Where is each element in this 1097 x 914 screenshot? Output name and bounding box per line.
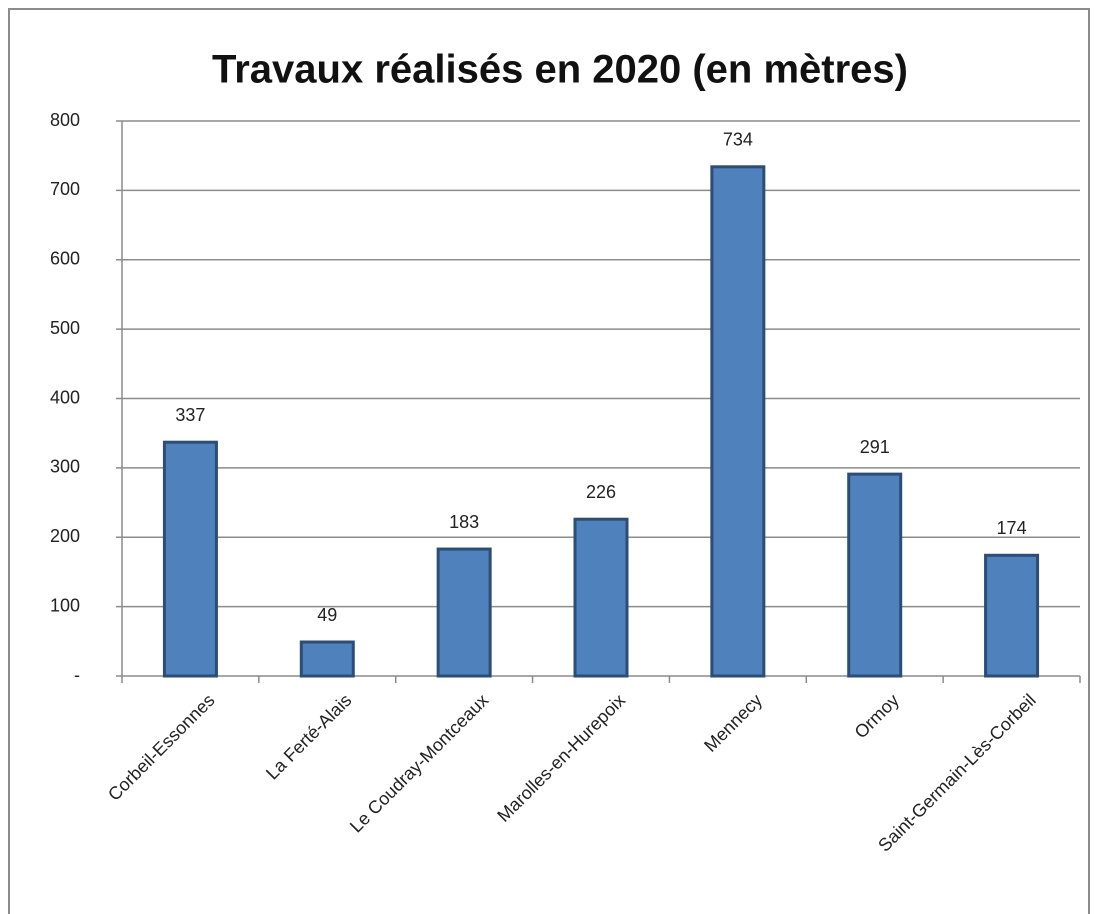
bar bbox=[984, 553, 1040, 678]
bar bbox=[162, 440, 218, 678]
y-tick-label: 100 bbox=[50, 595, 80, 615]
y-tick-label: 700 bbox=[50, 179, 80, 199]
data-label: 226 bbox=[586, 482, 616, 502]
bar bbox=[710, 165, 766, 678]
bar bbox=[573, 517, 629, 678]
y-tick-label: 600 bbox=[50, 249, 80, 269]
chart-title: Travaux réalisés en 2020 (en mètres) bbox=[212, 48, 908, 92]
data-label: 734 bbox=[723, 130, 753, 150]
y-tick-label: 800 bbox=[50, 110, 80, 130]
data-label: 337 bbox=[175, 405, 205, 425]
bar bbox=[436, 547, 492, 678]
bar bbox=[847, 472, 903, 678]
data-label: 174 bbox=[997, 518, 1027, 538]
data-label: 291 bbox=[860, 437, 890, 457]
y-tick-label: - bbox=[74, 665, 80, 685]
y-tick-label: 400 bbox=[50, 387, 80, 407]
bar bbox=[299, 640, 355, 678]
y-tick-label: 300 bbox=[50, 457, 80, 477]
data-label: 49 bbox=[317, 605, 337, 625]
data-label: 183 bbox=[449, 512, 479, 532]
y-tick-label: 500 bbox=[50, 318, 80, 338]
y-tick-label: 200 bbox=[50, 526, 80, 546]
